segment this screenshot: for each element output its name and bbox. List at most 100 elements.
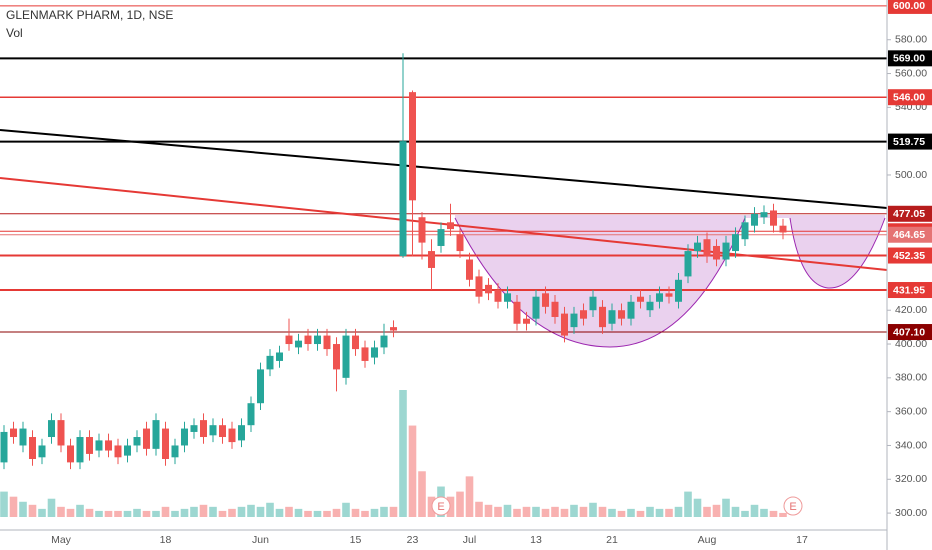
x-tick-label: Aug bbox=[698, 534, 717, 546]
level-label: 569.00 bbox=[893, 53, 925, 65]
volume-bar bbox=[532, 506, 540, 517]
candle-body bbox=[238, 425, 245, 441]
volume-bar bbox=[161, 506, 170, 517]
candle-body bbox=[105, 440, 112, 451]
candle-body bbox=[323, 335, 331, 350]
volume-bar bbox=[617, 510, 626, 517]
volume-bar bbox=[19, 501, 27, 517]
candle-body bbox=[656, 293, 663, 302]
trendline bbox=[0, 129, 888, 209]
volume-bar bbox=[304, 510, 312, 517]
volume-bar bbox=[0, 491, 8, 517]
candle-body bbox=[171, 445, 179, 458]
candle-body bbox=[57, 420, 65, 446]
volume-bar bbox=[171, 510, 179, 517]
candle-body bbox=[76, 437, 84, 463]
volume-bar bbox=[95, 510, 103, 517]
volume-bar bbox=[342, 502, 350, 517]
y-tick-label: 580.00 bbox=[895, 34, 927, 46]
candle-body bbox=[751, 213, 758, 226]
volume-bar bbox=[247, 504, 255, 517]
level-tag bbox=[888, 50, 932, 67]
handle-outline bbox=[789, 217, 886, 289]
candle-body bbox=[665, 293, 673, 297]
volume-bar bbox=[104, 510, 113, 517]
volume-bar bbox=[646, 506, 654, 517]
candle-body bbox=[523, 318, 530, 324]
candle-body bbox=[342, 335, 350, 378]
level-tag bbox=[888, 0, 932, 14]
volume-bar bbox=[779, 512, 787, 517]
y-tick-label: 300.00 bbox=[895, 507, 927, 519]
level-label: 477.05 bbox=[893, 208, 925, 220]
volume-bar bbox=[266, 502, 274, 517]
candle-body bbox=[276, 352, 283, 361]
volume-bar bbox=[209, 506, 217, 517]
volume-bar bbox=[570, 504, 578, 517]
volume-bar bbox=[418, 471, 426, 517]
volume-bar bbox=[76, 504, 84, 517]
y-tick-label: 400.00 bbox=[895, 338, 927, 350]
level-label: 431.95 bbox=[893, 284, 925, 296]
x-tick-label: 23 bbox=[407, 534, 419, 546]
candle-body bbox=[190, 425, 198, 432]
volume-bar bbox=[285, 506, 293, 517]
candle-body bbox=[114, 445, 122, 458]
candle-body bbox=[570, 313, 578, 328]
volume-bar bbox=[408, 425, 417, 517]
candle-body bbox=[475, 276, 483, 297]
volume-bar bbox=[475, 501, 483, 517]
chart-title: GLENMARK PHARM, 1D, NSE bbox=[6, 8, 173, 22]
volume-bar bbox=[142, 510, 151, 517]
volume-bar bbox=[332, 508, 341, 517]
volume-bar bbox=[256, 506, 265, 517]
candle-body bbox=[551, 301, 559, 317]
volume-bar bbox=[9, 496, 18, 517]
candle-body bbox=[38, 445, 46, 458]
volume-bar bbox=[323, 510, 331, 517]
candle-body bbox=[86, 437, 93, 454]
candle-body bbox=[675, 279, 682, 302]
level-label: 464.65 bbox=[893, 229, 925, 241]
volume-bar bbox=[665, 508, 673, 517]
volume-bar bbox=[152, 510, 160, 517]
volume-bar bbox=[218, 510, 227, 517]
candle-body bbox=[380, 335, 388, 348]
candle-body bbox=[447, 222, 454, 230]
candle-body bbox=[713, 245, 720, 260]
candle-body bbox=[494, 289, 502, 302]
candle-body bbox=[703, 239, 711, 257]
earnings-label[interactable]: E bbox=[789, 501, 796, 513]
candle-body bbox=[694, 242, 701, 252]
y-tick-label: 360.00 bbox=[895, 405, 927, 417]
volume-bar bbox=[731, 506, 740, 517]
volume-bar bbox=[503, 504, 512, 517]
volume-bar bbox=[28, 504, 37, 517]
volume-bar bbox=[294, 508, 303, 517]
volume-bar bbox=[741, 510, 749, 517]
candle-body bbox=[466, 259, 473, 280]
level-label: 452.35 bbox=[893, 250, 925, 262]
candle-body bbox=[10, 428, 17, 438]
candle-body bbox=[209, 425, 217, 436]
volume-bar bbox=[541, 508, 550, 517]
earnings-label[interactable]: E bbox=[437, 501, 444, 513]
volume-bar bbox=[199, 504, 208, 517]
y-tick-label: 500.00 bbox=[895, 169, 927, 181]
candle-body bbox=[19, 428, 27, 446]
earnings-icon[interactable] bbox=[783, 496, 803, 516]
candle-body bbox=[437, 229, 445, 246]
candle-body bbox=[390, 327, 397, 331]
x-tick-label: 15 bbox=[350, 534, 362, 546]
y-tick-label: 320.00 bbox=[895, 473, 927, 485]
candle-body bbox=[580, 310, 587, 319]
volume-bar bbox=[598, 506, 607, 517]
candle-body bbox=[228, 428, 236, 443]
level-tag bbox=[888, 282, 932, 299]
candle-body bbox=[513, 301, 521, 324]
earnings-icon[interactable] bbox=[431, 496, 451, 516]
level-tag bbox=[888, 205, 932, 222]
candle-body bbox=[266, 355, 274, 370]
candle-body bbox=[304, 335, 312, 345]
